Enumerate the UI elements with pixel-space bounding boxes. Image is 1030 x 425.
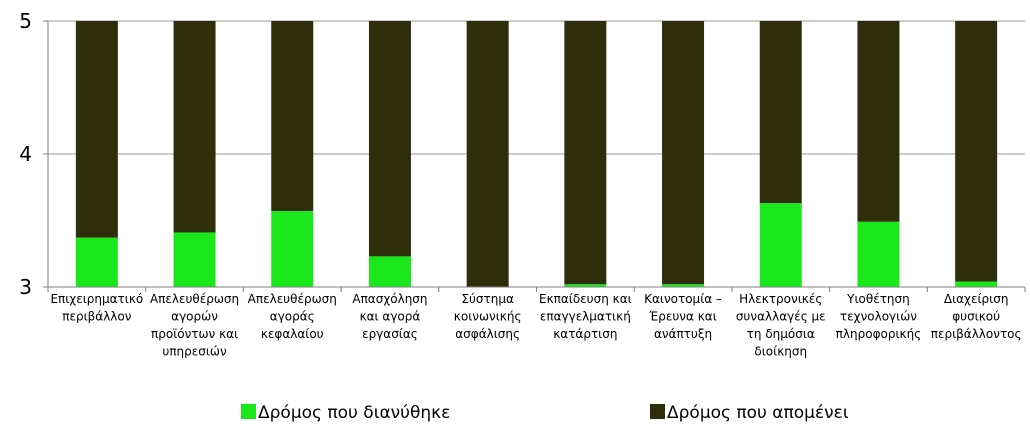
category-label-line: ανάπτυξη [654,327,712,341]
category-label-line: αγοράς [270,310,315,324]
category-label-line: πληροφορικής [836,327,922,341]
category-label-line: Απελευθέρωση [150,292,239,306]
category-label-line: και αγορά [360,310,421,324]
bar-remaining-4 [466,21,509,287]
category-label-line: περιβάλλον [62,310,132,324]
bar-done-6 [662,284,705,287]
bar-remaining-3 [368,21,411,257]
category-label-3: Απασχόληση και αγορά εργασίας [352,292,427,341]
legend-label-0: Δρόμος που διανύθηκε [258,403,450,423]
category-label-7: Ηλεκτρονικές συναλλαγές με τη δημόσια διοίκ… [736,292,826,359]
bar-done-2 [271,211,314,287]
bar-remaining-1 [173,21,216,233]
bar-done-9 [955,281,998,287]
category-label-5: Εκπαίδευση και επαγγελματική κατάρτιση [539,292,632,341]
bar-remaining-2 [271,21,314,212]
category-label-line: αγορών [171,310,218,324]
category-label-line: φυσικού [952,310,1000,324]
category-label-8: Υιοθέτηση τεχνολογιών πληροφορικής [836,292,922,341]
legend-label-1: Δρόμος που απομένει [667,403,849,423]
category-label-line: εργασίας [362,327,418,341]
category-label-line: Υιοθέτηση [846,292,910,306]
category-label-line: τεχνολογιών [840,310,917,324]
y-tick-label: 3 [19,275,32,299]
bar-remaining-6 [662,21,705,285]
bar-done-1 [173,232,216,287]
legend-swatch-1 [650,404,665,419]
bar-done-7 [759,203,802,287]
category-label-line: κατάρτιση [553,327,617,341]
category-label-line: τη δημόσια [747,327,815,341]
category-label-2: Απελευθέρωση αγοράς κεφαλαίου [248,292,337,341]
category-label-line: Ηλεκτρονικές [739,292,822,306]
bar-done-3 [368,256,411,287]
bar-remaining-8 [857,21,900,222]
category-label-0: Επιχειρηματικό περιβάλλον [50,292,143,324]
category-label-line: Απασχόληση [352,292,427,306]
bar-done-8 [857,221,900,287]
bar-remaining-5 [564,21,607,285]
category-label-line: υπηρεσιών [162,345,227,359]
category-label-line: συναλλαγές με [736,310,826,324]
category-label-line: Σύστημα [461,292,514,306]
bar-remaining-7 [759,21,802,204]
category-label-line: Εκπαίδευση και [539,292,632,306]
category-label-line: Διαχείριση [944,292,1009,306]
category-label-line: Έρευνα και [648,310,716,324]
category-label-line: Απελευθέρωση [248,292,337,306]
bar-remaining-9 [955,21,998,282]
category-label-line: ασφάλισης [455,327,520,341]
bar-done-0 [75,237,118,287]
category-label-line: κοινωνικής [454,310,522,324]
category-label-line: επαγγελματική [540,310,631,324]
bar-remaining-0 [75,21,118,238]
category-label-line: περιβάλλοντος [931,327,1022,341]
y-tick-label: 4 [19,142,32,166]
category-label-line: διοίκηση [754,345,807,359]
category-label-line: κεφαλαίου [261,327,324,341]
legend-swatch-0 [241,404,256,419]
category-label-line: Καινοτομία – [644,292,722,306]
category-label-1: Απελευθέρωση αγορών προϊόντων και υπηρεσιών [150,292,239,359]
category-label-line: Επιχειρηματικό [50,292,143,306]
category-label-9: Διαχείριση φυσικού περιβάλλοντος [931,292,1022,341]
bar-done-5 [564,284,607,287]
category-label-line: προϊόντων και [151,327,238,341]
y-tick-label: 5 [19,9,32,33]
category-label-6: Καινοτομία – Έρευνα και ανάπτυξη [644,292,722,341]
category-label-4: Σύστημα κοινωνικής ασφάλισης [454,292,522,341]
